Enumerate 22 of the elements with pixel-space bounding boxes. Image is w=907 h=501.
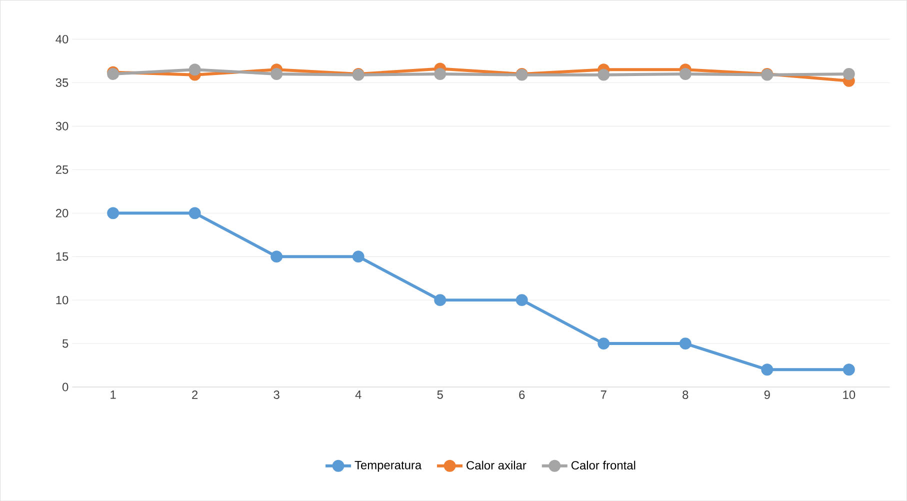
legend-label: Temperatura [354, 460, 422, 472]
legend-label: Calor axilar [466, 460, 526, 470]
y-tick-label: 30 [56, 122, 68, 130]
y-tick-label: 35 [56, 78, 68, 87]
y-tick-label: 25 [56, 165, 68, 174]
x-tick-label: 3 [274, 390, 280, 399]
y-tick-label: 5 [62, 339, 68, 348]
x-tick-label: 10 [843, 390, 856, 399]
y-tick-label: 15 [56, 252, 68, 261]
x-tick-label: 1 [110, 390, 116, 399]
x-tick-label: 9 [764, 390, 770, 399]
y-tick-label: 10 [56, 296, 68, 304]
x-tick-label: 8 [682, 390, 688, 399]
x-tick-label: 2 [192, 390, 198, 399]
y-tick-label: 20 [56, 208, 68, 218]
x-tick-label: 4 [355, 390, 362, 399]
y-tick-label: 0 [62, 382, 68, 392]
x-tick-label: 5 [437, 390, 443, 399]
x-tick-label: 7 [600, 390, 606, 399]
y-tick-label: 40 [56, 34, 68, 44]
legend-label: Calor frontal [571, 460, 636, 470]
x-tick-label: 6 [519, 390, 525, 399]
